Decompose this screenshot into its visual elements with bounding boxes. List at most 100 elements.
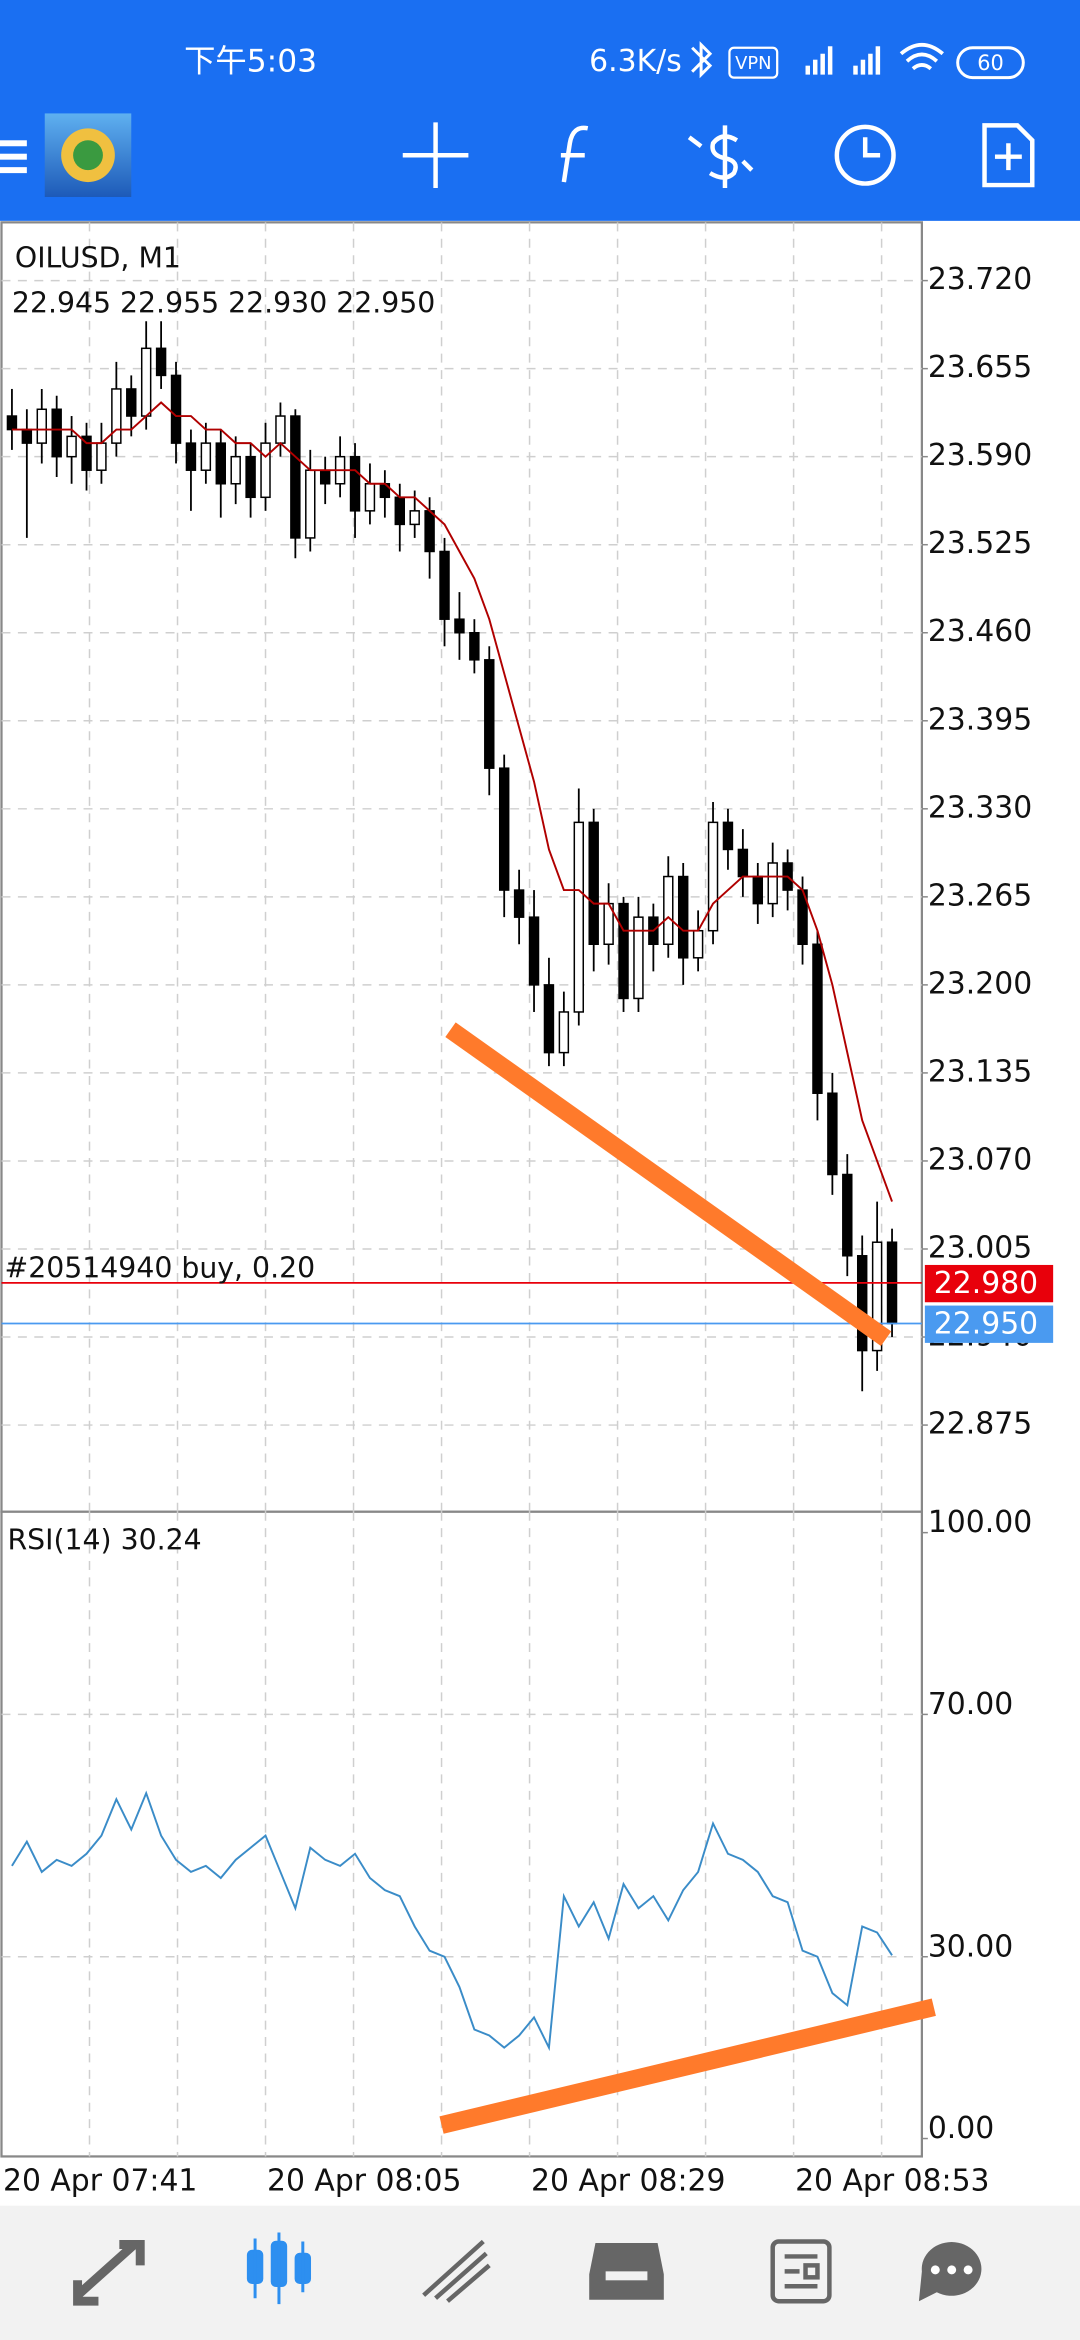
candle-body [484, 659, 495, 769]
y-tick-label: 23.265 [928, 878, 1032, 913]
candle-body [230, 455, 241, 485]
candle-body [663, 875, 674, 946]
rsi-label: RSI(14) 30.24 [7, 1524, 201, 1557]
order-price-box [924, 1264, 1054, 1303]
x-tick-label: 20 Apr 08:05 [267, 2163, 461, 2198]
candle-body [170, 374, 182, 444]
candle-body [737, 848, 749, 878]
rsi-line [11, 1790, 893, 2052]
candle-body [588, 821, 599, 946]
candle-body [394, 496, 405, 526]
y-tick-label: 23.460 [928, 614, 1032, 649]
x-tick-label: 20 Apr 08:53 [795, 2163, 989, 2198]
candle-body [543, 984, 555, 1054]
candle-body [513, 889, 525, 918]
y-tick-label: 22.875 [928, 1407, 1032, 1442]
trade-tab[interactable] [422, 2239, 491, 2303]
moving-average [11, 401, 893, 1202]
trade-button[interactable] [687, 125, 754, 189]
wifi-icon [899, 42, 944, 71]
candle-body [677, 875, 689, 959]
candle-body [692, 929, 704, 959]
candle-body [51, 408, 62, 458]
candle-body [275, 415, 286, 444]
trend-line[interactable] [439, 1998, 936, 2134]
candle-body [245, 455, 256, 499]
chat-tab[interactable] [918, 2242, 982, 2302]
candle-body [155, 347, 167, 377]
candle-body [469, 631, 480, 661]
candle-body [319, 469, 331, 485]
y-tick-label: 23.200 [928, 966, 1032, 1001]
app-logo[interactable] [44, 113, 132, 197]
candle-body [842, 1173, 853, 1257]
y-tick-label: 70.00 [928, 1687, 1013, 1722]
candle-body [111, 388, 122, 444]
order-label: #20514940 buy, 0.20 [4, 1251, 315, 1284]
crosshair-button[interactable] [402, 122, 469, 189]
candle-body [260, 442, 271, 499]
clock: 下午5:03 [184, 44, 317, 80]
y-tick-label: 23.655 [928, 350, 1032, 385]
signal-icons [805, 46, 881, 75]
candle-body [305, 469, 316, 539]
candle-body [633, 916, 644, 1000]
y-tick-label: 0.00 [928, 2111, 994, 2146]
candle-body [126, 388, 137, 417]
trend-line[interactable] [445, 1022, 892, 1346]
order-price: 22.980 [934, 1266, 1038, 1301]
symbol-label: OILUSD, M1 [15, 242, 181, 275]
candle-body [36, 408, 47, 444]
y-tick-label: 23.720 [928, 262, 1032, 297]
candle-body [722, 821, 734, 851]
candle-body [290, 415, 301, 539]
y-tick-label: 30.00 [928, 1929, 1013, 1964]
candle-body [409, 510, 420, 526]
y-tick-label: 23.330 [928, 790, 1032, 825]
candle-body [364, 483, 376, 512]
vpn-text: VPN [735, 53, 771, 74]
candle-body [573, 821, 585, 1013]
time-grid [88, 222, 883, 2157]
ohlc-label: 22.945 22.955 22.930 22.950 [12, 286, 435, 319]
candle-body [498, 767, 510, 891]
news-tab[interactable] [770, 2239, 832, 2304]
vpn-badge [728, 46, 779, 79]
candle-body [707, 821, 719, 932]
y-tick-label: 23.135 [928, 1054, 1032, 1089]
new-order-button[interactable] [982, 123, 1035, 188]
x-tick-label: 20 Apr 07:41 [3, 2163, 197, 2198]
history-tab[interactable] [589, 2242, 664, 2300]
candle-body [185, 442, 197, 471]
candle-body [454, 618, 465, 634]
candle-body [140, 347, 152, 417]
candle-body [96, 442, 107, 471]
app-header [0, 0, 1080, 221]
candle-body [215, 442, 226, 485]
candle-body [6, 415, 18, 431]
candle-body [424, 510, 435, 553]
y-tick-label: 23.590 [928, 438, 1032, 473]
bid-price: 22.950 [934, 1306, 1038, 1341]
chart-tab[interactable] [246, 2232, 312, 2305]
bluetooth-icon [691, 41, 713, 79]
net-speed: 6.3K/s [589, 44, 682, 79]
y-tick-label: 23.525 [928, 526, 1032, 561]
indicators-button[interactable] [560, 125, 589, 183]
timeframe-button[interactable] [834, 124, 896, 186]
candle-body [752, 875, 764, 905]
candle-body [618, 902, 629, 1000]
candle-body [856, 1255, 868, 1352]
bid-price-box [924, 1305, 1054, 1343]
quotes-tab[interactable] [73, 2240, 145, 2306]
x-tick-label: 20 Apr 08:29 [531, 2163, 725, 2198]
battery-level: 60 [977, 51, 1004, 75]
y-tick-label: 23.395 [928, 702, 1032, 737]
candle-body [349, 455, 361, 512]
candle-body [558, 1011, 570, 1054]
rsi-pane [0, 1510, 923, 2158]
menu-button[interactable] [0, 140, 27, 174]
battery-icon [956, 46, 1025, 80]
candle-body [200, 442, 212, 471]
